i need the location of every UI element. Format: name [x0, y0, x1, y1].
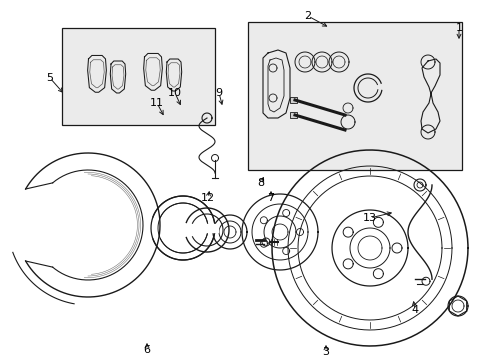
- Polygon shape: [289, 112, 296, 118]
- Text: 11: 11: [150, 98, 163, 108]
- Text: 2: 2: [304, 11, 311, 21]
- FancyBboxPatch shape: [62, 28, 215, 125]
- Text: 4: 4: [410, 305, 418, 315]
- Text: 13: 13: [362, 213, 376, 223]
- Text: 6: 6: [143, 345, 150, 355]
- Text: 8: 8: [257, 178, 264, 188]
- Text: 10: 10: [168, 88, 182, 98]
- Text: 7: 7: [267, 193, 274, 203]
- Text: 9: 9: [215, 88, 222, 98]
- Text: 1: 1: [454, 23, 462, 33]
- Text: 3: 3: [322, 347, 329, 357]
- FancyBboxPatch shape: [247, 22, 461, 170]
- Text: 12: 12: [201, 193, 215, 203]
- Polygon shape: [289, 97, 296, 103]
- Text: 5: 5: [46, 73, 53, 83]
